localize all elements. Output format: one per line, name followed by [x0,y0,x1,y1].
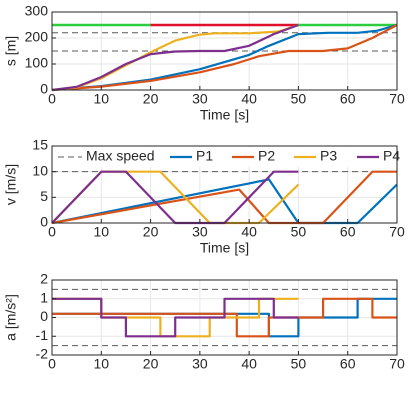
panel-3-y-tick-label: 2 [40,271,48,287]
panel-3-y-tick-label: -2 [36,346,49,362]
panel-1-x-tick-label: 60 [340,91,356,107]
panel-2-x-tick-label: 20 [143,224,159,240]
panel-1-x-tick-label: 0 [48,91,56,107]
panel-2-y-tick-label: 15 [32,137,48,153]
panel-2-x-tick-label: 50 [291,224,307,240]
panel-2-axes-box [51,145,398,224]
panel-2-x-tick-label: 30 [192,224,208,240]
panel-2-x-tick-label: 0 [48,224,56,240]
panel-3-x-tick-label: 20 [143,356,159,372]
panel-2-y-tick-label: 10 [32,162,48,178]
panel-3-x-tick-label: 0 [48,356,56,372]
panel-1-x-axis-label: Time [s] [200,107,249,123]
legend-background [53,147,396,167]
panel-2-y-tick-label: 5 [40,188,48,204]
panel-3-y-tick-label: -1 [36,327,49,343]
panel-3-x-tick-label: 40 [241,356,257,372]
panel-1-x-tick-label: 20 [143,91,159,107]
panel-3-x-tick-label: 30 [192,356,208,372]
legend-label-4: P4 [383,148,400,164]
legend-label-1: P1 [196,148,213,164]
panel-3-series-line-P4 [52,297,299,338]
panel-3-x-tick-label: 70 [389,356,405,372]
panel-1-x-tick-label: 50 [291,91,307,107]
panel-2-y-axis-label: v [m/s] [3,164,19,205]
panel-1-x-tick-label: 70 [389,91,405,107]
legend-label-2: P2 [258,148,275,164]
panel-2-x-tick-label: 60 [340,224,356,240]
panel-1-y-axis-label: s [m] [3,36,19,66]
panel-3-y-tick-label: 1 [40,289,48,305]
panel-3-x-tick-label: 60 [340,356,356,372]
panel-1-y-tick-label: 200 [25,29,49,45]
panel-1-y-tick-label: 100 [25,55,49,71]
panel-2-x-tick-label: 70 [389,224,405,240]
panel-1-series-line-P4 [51,23,299,92]
panel-1-series-line-P2 [51,24,398,92]
panel-2-x-axis-label: Time [s] [200,240,249,256]
panel-1-axes-box [51,11,398,91]
panel-1-y-tick-label: 300 [25,3,49,19]
panel-3-x-tick-label: 10 [93,356,109,372]
panel-1-x-tick-label: 10 [93,91,109,107]
panel-1-y-tick-label: 0 [40,81,48,97]
panel-3-y-tick-label: 0 [40,308,48,324]
legend-label-3: P3 [320,148,337,164]
panel-1-x-tick-label: 40 [241,91,257,107]
panel-1-series-line-P1 [51,23,398,92]
panel-1-series-line-P3 [51,23,299,92]
panel-3-y-axis-label: a [m/s²] [3,294,19,341]
panel-2-x-tick-label: 40 [241,224,257,240]
panel-2-y-tick-label: 0 [40,214,48,230]
panel-1-x-tick-label: 30 [192,91,208,107]
panel-3-x-tick-label: 50 [291,356,307,372]
legend-label-0: Max speed [86,148,154,164]
panel-2-x-tick-label: 10 [93,224,109,240]
